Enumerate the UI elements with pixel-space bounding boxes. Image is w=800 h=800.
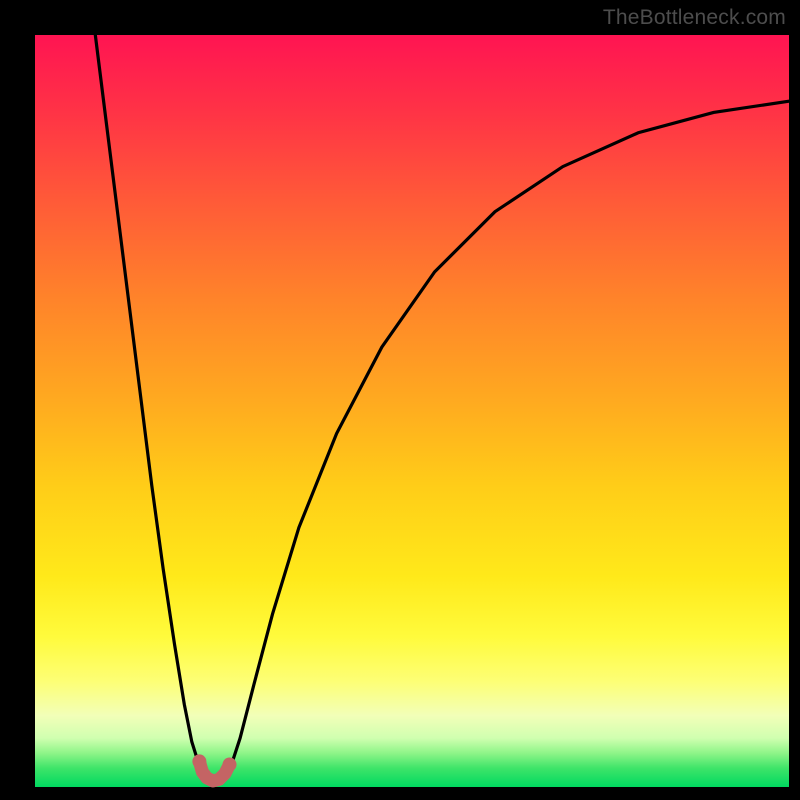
- chart-frame: TheBottleneck.com: [0, 0, 800, 800]
- bottleneck-chart: [0, 0, 800, 800]
- trough-marker-left: [192, 754, 206, 768]
- watermark-text: TheBottleneck.com: [603, 6, 786, 30]
- plot-background: [35, 35, 789, 787]
- trough-marker-right: [223, 757, 237, 771]
